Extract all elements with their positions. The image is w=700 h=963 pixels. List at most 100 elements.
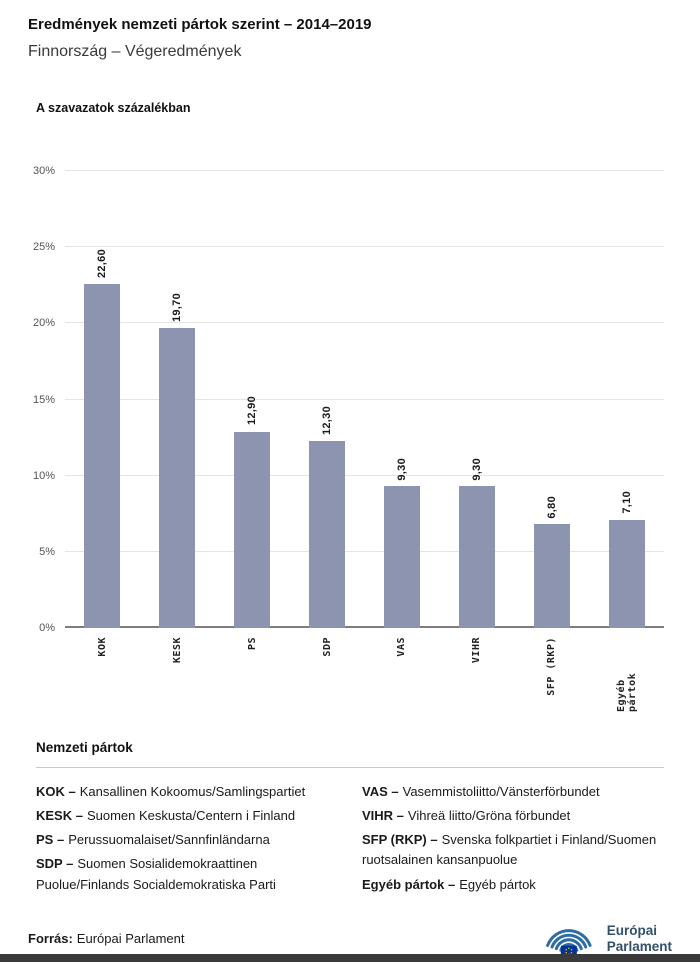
y-tick-label: 20%: [32, 317, 55, 330]
source-label: Forrás:: [28, 931, 73, 947]
legend-entry: VIHR – Vihreä liitto/Gröna förbundet: [362, 806, 664, 826]
x-axis-label: VAS: [396, 637, 408, 657]
x-axis-label: SFP (RKP): [546, 637, 558, 696]
legend-entry: VAS – Vasemmistoliitto/Vänsterförbundet: [362, 782, 664, 802]
party-abbr: SFP (RKP) –: [362, 832, 438, 848]
european-parliament-logo: Európai Parlament: [533, 915, 672, 963]
party-abbr: KOK –: [36, 784, 76, 799]
y-tick-label: 25%: [32, 241, 55, 254]
bar-chart-plot-area: 0% 5% 10% 15% 20% 25% 30% 22,60 19,70 12,9…: [33, 165, 664, 634]
party-name: Svenska folkpartiet i Finland/Suomen ruo…: [362, 832, 657, 868]
ep-logo-text: Európai Parlament: [607, 923, 672, 955]
x-label-slot: KOK: [65, 628, 140, 712]
bars-container: 22,60 19,70 12,90 12,30 9,30 9,30 6,80 7,10: [65, 171, 664, 628]
party-name: Egyéb pártok: [459, 876, 536, 892]
party-name: Kansallinen Kokoomus/Samlingspartiet: [79, 784, 306, 799]
bar-slot: 9,30: [365, 171, 440, 628]
x-axis-label: Egyéb pártok: [615, 672, 638, 712]
gridline-30: [65, 170, 664, 171]
legend-entry: SFP (RKP) – Svenska folkpartiet i Finland…: [362, 830, 664, 870]
legend-entry: KOK – Kansallinen Kokoomus/Samlingspartie…: [36, 782, 352, 802]
legend-column-1: KOK – Kansallinen Kokoomus/Samlingspartie…: [36, 782, 362, 899]
bar: [84, 283, 121, 628]
party-abbr: Egyéb pártok –: [362, 876, 456, 892]
bar: [608, 519, 645, 628]
party-name: Suomen Sosialidemokraattinen Puolue/Finl…: [36, 856, 276, 892]
bar: [159, 327, 196, 628]
ep-logo-text-line2: Parlament: [606, 938, 672, 954]
party-abbr: VAS –: [362, 784, 399, 799]
legend-section: Nemzeti pártok KOK – Kansallinen Kokoomus…: [36, 740, 664, 899]
gridline-15: [65, 398, 664, 400]
legend-heading: Nemzeti pártok: [36, 740, 133, 755]
bar-value-label: 22,60: [96, 248, 109, 278]
x-label-slot: VAS: [365, 628, 440, 712]
x-axis-line: [65, 626, 664, 628]
source-value: Európai Parlament: [76, 931, 185, 947]
bar-slot: 7,10: [589, 171, 664, 628]
x-axis-labels: KOK KESK PS SDP VAS VIHR SFP (RKP) Egyéb pártok: [65, 628, 664, 712]
x-axis-label: SDP: [321, 637, 333, 657]
bar-slot: 19,70: [140, 171, 215, 628]
bar-slot: 12,90: [215, 171, 290, 628]
x-axis-label: KESK: [171, 637, 183, 664]
gridline-25: [65, 246, 664, 248]
bar: [234, 431, 271, 628]
gridline-10: [65, 474, 664, 476]
bar-value-label: 9,30: [470, 457, 483, 481]
eu-flag-icon: [560, 945, 577, 957]
legend-entry: KESK – Suomen Keskusta/Centern i Finland: [36, 806, 352, 826]
y-tick-label: 5%: [39, 545, 55, 558]
bottom-strip: [0, 954, 700, 962]
party-abbr: VIHR –: [362, 808, 404, 824]
ep-hemicycle-icon: [545, 928, 592, 957]
x-label-slot: KESK: [140, 628, 215, 712]
page-subtitle: Finnország – Végeredmények: [28, 43, 242, 60]
bar-value-label: 9,30: [395, 457, 408, 481]
bar-value-label: 19,70: [171, 292, 184, 322]
x-axis-label: KOK: [96, 637, 108, 657]
page-title: Eredmények nemzeti pártok szerint – 2014…: [28, 16, 372, 33]
bar-value-label: 6,80: [545, 495, 558, 519]
y-tick-label: 15%: [32, 393, 55, 406]
party-abbr: SDP –: [36, 856, 74, 872]
bar-value-label: 12,90: [246, 396, 259, 426]
header: Eredmények nemzeti pártok szerint – 2014…: [0, 0, 700, 61]
x-label-slot: PS: [215, 628, 290, 712]
y-tick-label: 0%: [39, 622, 55, 634]
bar-value-label: 7,10: [620, 491, 633, 514]
y-tick-label: 10%: [32, 469, 55, 482]
party-abbr: PS –: [36, 832, 65, 848]
y-tick-label: 30%: [32, 165, 55, 177]
chart-title: A szavazatok százalékban: [36, 101, 191, 115]
gridline-20: [65, 322, 664, 324]
bar-slot: 9,30: [439, 171, 514, 628]
party-name: Vasemmistoliitto/Vänsterförbundet: [402, 784, 600, 799]
bar-slot: 12,30: [290, 171, 365, 628]
party-name: Vihreä liitto/Gröna förbundet: [407, 808, 571, 824]
bar-slot: 6,80: [514, 171, 589, 628]
legend-entry: PS – Perussuomalaiset/Sannfinländarna: [36, 830, 352, 850]
bar: [309, 440, 346, 628]
party-name: Suomen Keskusta/Centern i Finland: [86, 808, 296, 824]
source-line: Forrás: Európai Parlament: [28, 931, 184, 946]
gridline-5: [65, 550, 664, 552]
bar: [383, 486, 420, 628]
bar-slot: 22,60: [65, 171, 140, 628]
legend-divider: [36, 767, 664, 768]
x-label-slot: SDP: [290, 628, 365, 712]
party-name: Perussuomalaiset/Sannfinländarna: [68, 832, 270, 848]
footer: Forrás: Európai Parlament: [28, 915, 672, 963]
legend-column-2: VAS – Vasemmistoliitto/Vänsterförbundet V…: [362, 782, 664, 899]
ep-logo-text-line1: Európai: [606, 922, 657, 938]
x-axis-label: PS: [246, 637, 258, 651]
bar: [533, 524, 570, 628]
x-axis-label: VIHR: [471, 637, 483, 664]
legend-columns: KOK – Kansallinen Kokoomus/Samlingspartie…: [36, 782, 664, 899]
legend-entry: Egyéb pártok – Egyéb pártok: [362, 875, 664, 895]
legend-entry: SDP – Suomen Sosialidemokraattinen Puolue…: [36, 854, 352, 894]
x-label-slot: SFP (RKP): [514, 628, 589, 712]
bar-value-label: 12,30: [321, 405, 334, 435]
bar: [458, 486, 495, 628]
